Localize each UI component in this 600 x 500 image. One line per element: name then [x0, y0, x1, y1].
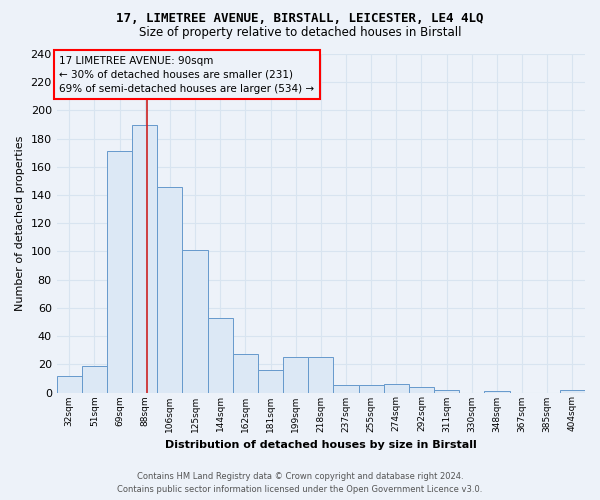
Bar	[484, 391, 509, 392]
Bar	[384, 384, 409, 392]
Text: Size of property relative to detached houses in Birstall: Size of property relative to detached ho…	[139, 26, 461, 39]
Y-axis label: Number of detached properties: Number of detached properties	[15, 136, 25, 311]
Bar	[308, 358, 334, 392]
Bar	[283, 358, 308, 392]
Text: Contains HM Land Registry data © Crown copyright and database right 2024.
Contai: Contains HM Land Registry data © Crown c…	[118, 472, 482, 494]
Bar	[560, 390, 585, 392]
Text: 17, LIMETREE AVENUE, BIRSTALL, LEICESTER, LE4 4LQ: 17, LIMETREE AVENUE, BIRSTALL, LEICESTER…	[116, 12, 484, 24]
Bar	[82, 366, 107, 392]
Bar	[434, 390, 459, 392]
Bar	[359, 386, 384, 392]
Bar	[334, 386, 359, 392]
Bar	[182, 250, 208, 392]
Bar	[56, 376, 82, 392]
X-axis label: Distribution of detached houses by size in Birstall: Distribution of detached houses by size …	[165, 440, 477, 450]
Bar	[233, 354, 258, 393]
Bar	[107, 152, 132, 392]
Bar	[157, 186, 182, 392]
Text: 17 LIMETREE AVENUE: 90sqm
← 30% of detached houses are smaller (231)
69% of semi: 17 LIMETREE AVENUE: 90sqm ← 30% of detac…	[59, 56, 314, 94]
Bar	[409, 387, 434, 392]
Bar	[132, 124, 157, 392]
Bar	[258, 370, 283, 392]
Bar	[208, 318, 233, 392]
